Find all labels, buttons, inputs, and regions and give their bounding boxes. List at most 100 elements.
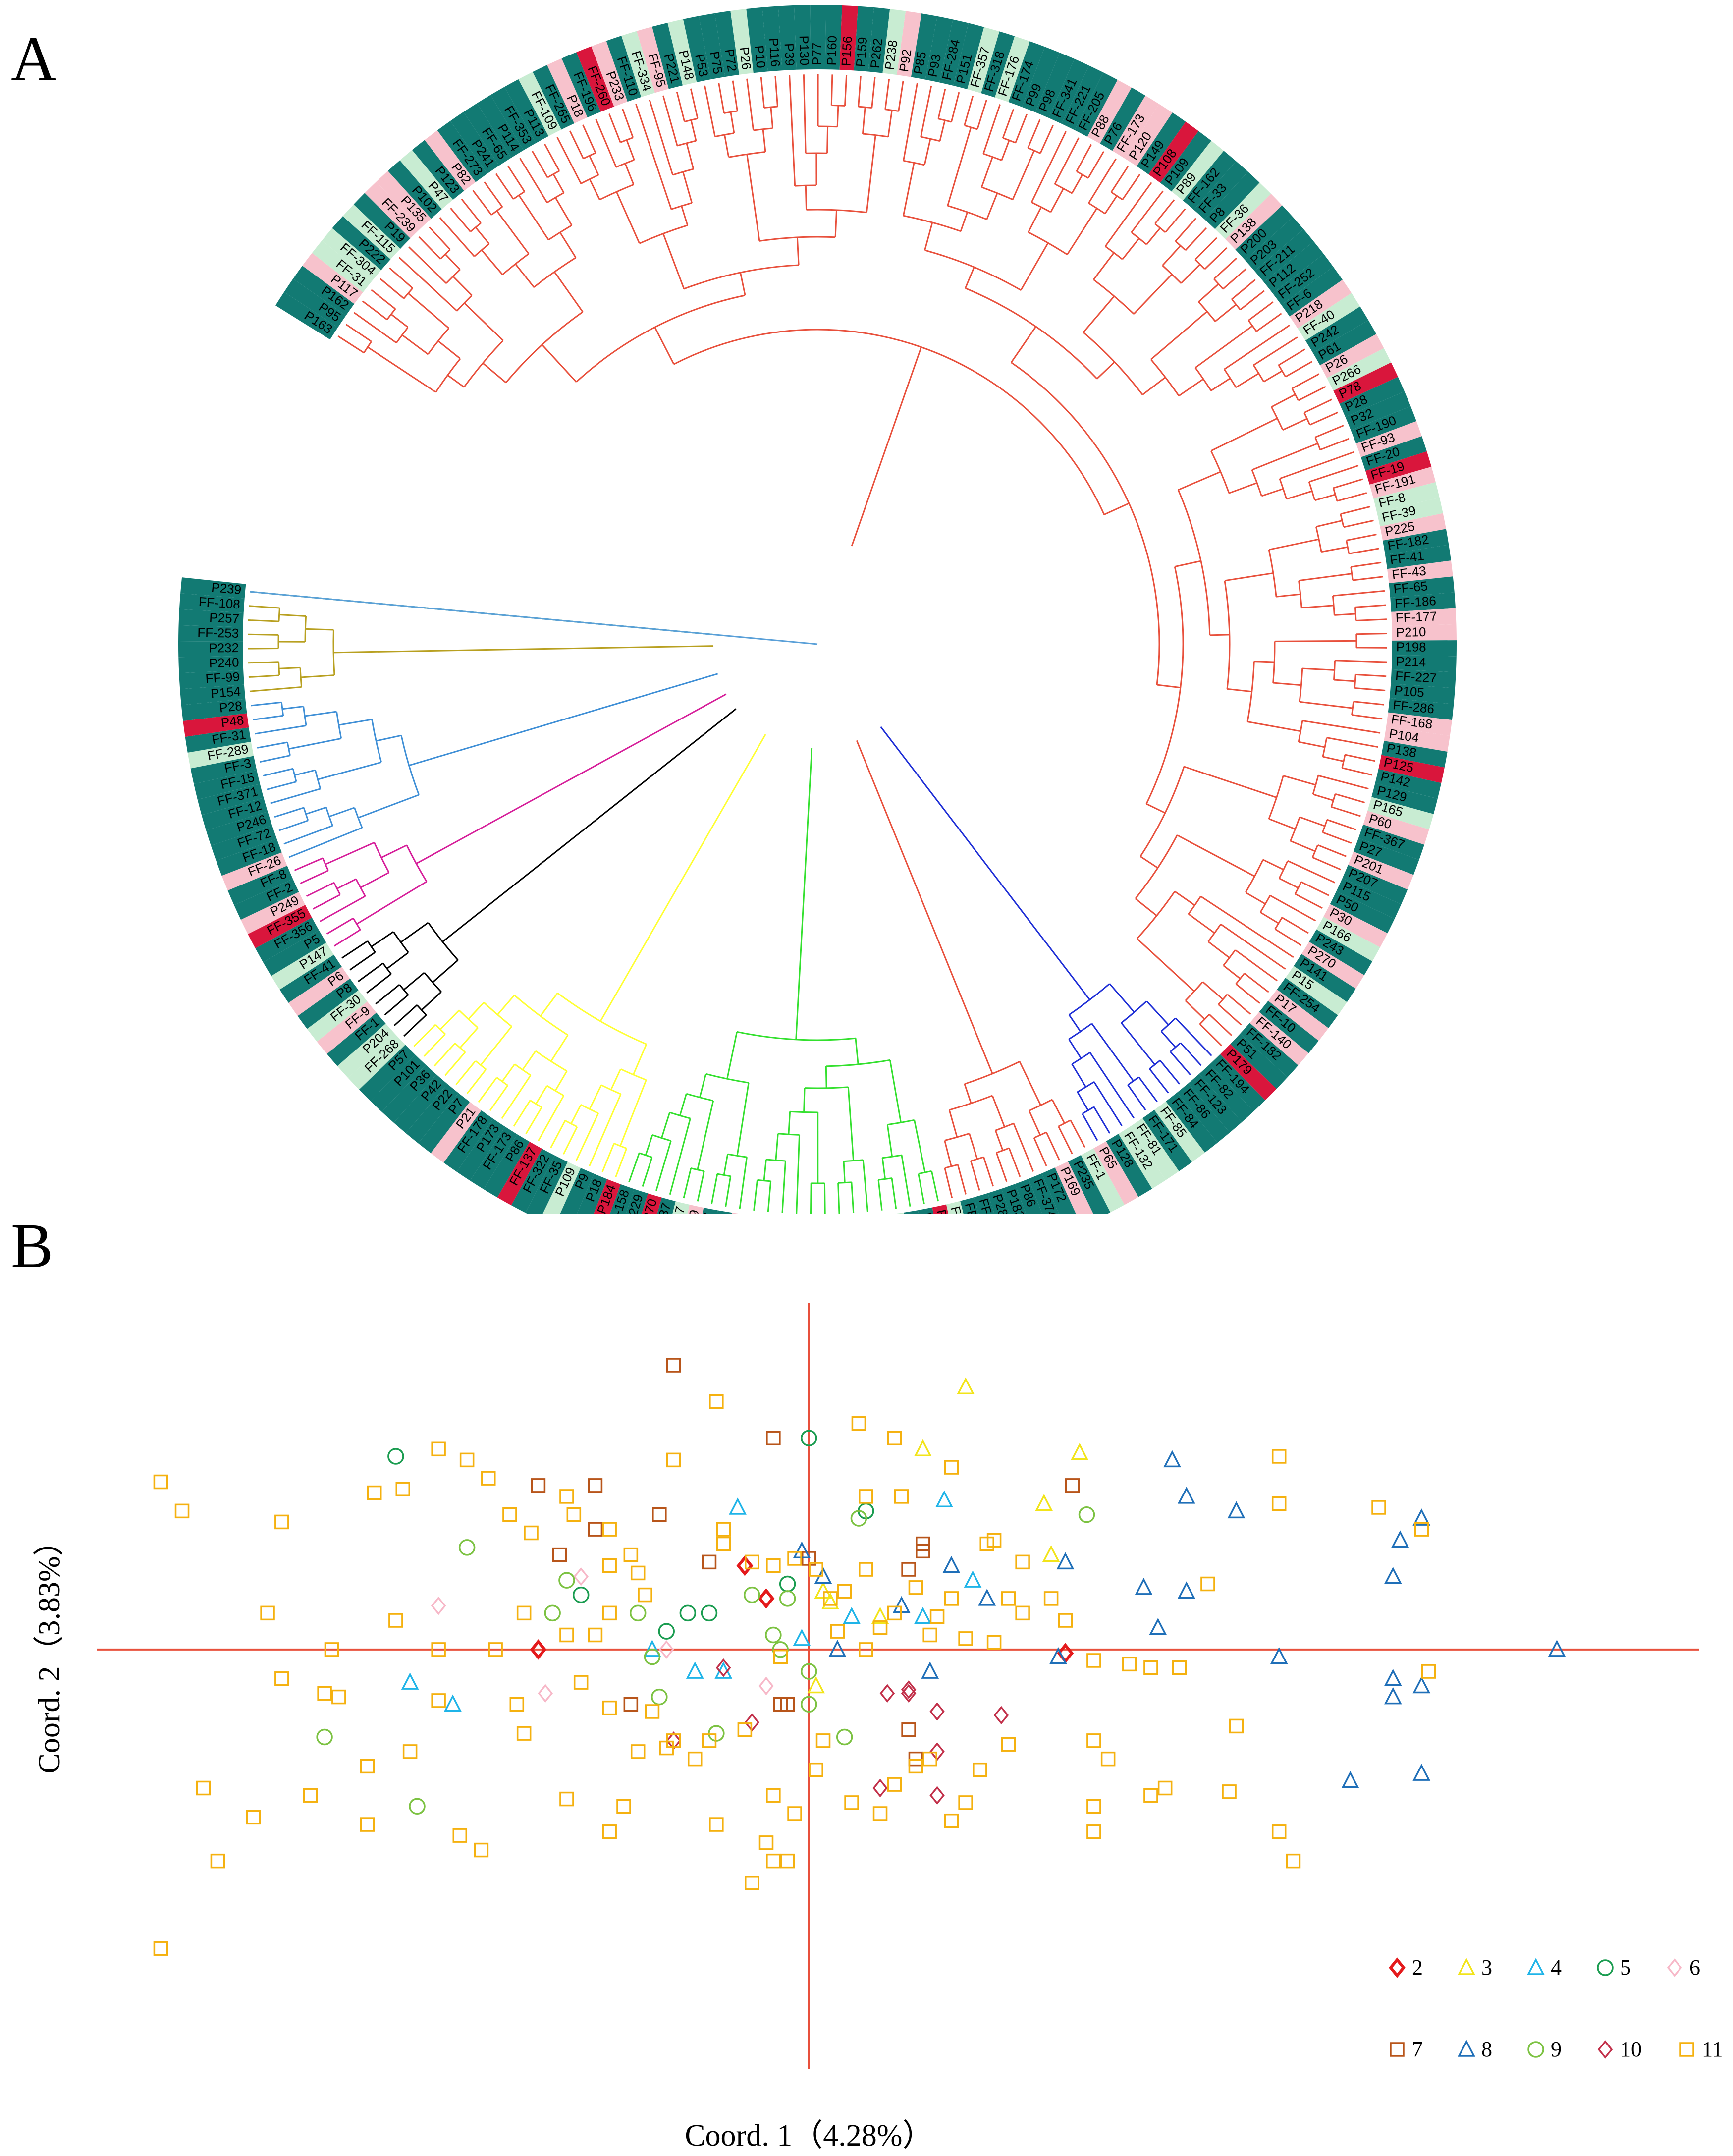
- dendrogram-branch: [1177, 834, 1255, 877]
- leaf-label-background: [1215, 182, 1271, 239]
- dendrogram-branch: [976, 100, 987, 130]
- dendrogram-arc: [1251, 469, 1262, 497]
- leaf-label-background: [450, 111, 499, 174]
- leaf-label-background: [1391, 669, 1456, 688]
- dendrogram-branch: [697, 1171, 705, 1202]
- scatter-point: [844, 1795, 859, 1810]
- scatter-point: [260, 1605, 275, 1621]
- scatter-point: [859, 1489, 873, 1504]
- dendrogram-arc: [652, 1134, 671, 1142]
- dendrogram-arc: [335, 711, 342, 739]
- scatter-point: [402, 1744, 418, 1759]
- scatter-point: [716, 1522, 731, 1537]
- legend-label: 9: [1551, 2037, 1562, 2061]
- scatter-point: [871, 1606, 889, 1624]
- dendrogram-arc: [918, 1170, 932, 1175]
- scatter-point: [744, 1586, 760, 1603]
- scatter-point: [324, 1642, 339, 1657]
- dendrogram-branch: [360, 872, 389, 888]
- scatter-point: [830, 1624, 845, 1639]
- leaf-label-background: [1378, 755, 1445, 783]
- dendrogram-arc: [601, 1084, 621, 1095]
- scatter-point: [957, 1377, 975, 1394]
- scatter-point: [1043, 1591, 1059, 1606]
- dendrogram-branch: [923, 138, 931, 166]
- dendrogram-branch: [570, 1104, 582, 1124]
- dendrogram-branch: [513, 1100, 531, 1127]
- dendrogram-branch: [464, 302, 504, 341]
- dendrogram-branch: [1156, 684, 1181, 689]
- scatter-point: [1384, 1668, 1402, 1686]
- leaf-label-background: [810, 4, 826, 70]
- scatter-point: [736, 1555, 754, 1576]
- leaf-label: P217: [696, 1211, 716, 1214]
- scatter-point: [914, 1606, 932, 1624]
- leaf-label-background: [1339, 377, 1405, 417]
- dendrogram-branch: [774, 76, 778, 107]
- dendrogram-arc: [971, 1156, 984, 1162]
- dendrogram-branch: [326, 917, 354, 935]
- scatter-point: [1177, 1487, 1195, 1504]
- dendrogram-branch: [788, 1111, 791, 1135]
- dendrogram-branch: [1066, 208, 1098, 255]
- scatter-point: [502, 1507, 517, 1522]
- dendrogram-branch: [1251, 442, 1318, 471]
- dendrogram-branch: [1261, 488, 1284, 497]
- scatter-point: [153, 1474, 168, 1490]
- dendrogram-branch: [1337, 492, 1367, 502]
- dendrogram-branch: [1199, 1023, 1223, 1047]
- scatter-point: [1078, 1506, 1095, 1523]
- scatter-point: [409, 1798, 426, 1815]
- leaf-label-background: [672, 1201, 690, 1214]
- dendrogram-arc: [1268, 549, 1277, 597]
- dendrogram-arc: [1350, 566, 1354, 581]
- leaf-label-background: [714, 11, 740, 77]
- dendrogram-branch: [661, 1112, 671, 1138]
- dendrogram-branch: [475, 226, 490, 245]
- scatter-point: [929, 1609, 945, 1624]
- dendrogram-branch: [288, 827, 363, 858]
- dendrogram-arc: [1029, 1099, 1053, 1111]
- dendrogram-branch: [569, 130, 584, 159]
- leaf-label: P257: [209, 610, 240, 626]
- dendrogram-branch: [1299, 816, 1325, 827]
- legend-item: 11: [1679, 2037, 1723, 2061]
- dendrogram-branch: [1051, 1099, 1065, 1124]
- scatter-point: [1271, 1496, 1287, 1511]
- dendrogram-arc: [454, 1043, 466, 1053]
- dendrogram-branch: [389, 267, 413, 289]
- dendrogram-branch: [1162, 245, 1181, 266]
- dendrogram-branch: [582, 124, 596, 154]
- leaf-label-ring: P163P95P162P117FF-31FF-304P222FF-115P19F…: [178, 4, 1457, 1214]
- leaf-label-background: [1001, 1184, 1027, 1214]
- scatter-point: [872, 1806, 888, 1821]
- dendrogram-branch: [964, 1084, 972, 1104]
- scatter-point: [773, 1697, 788, 1712]
- dendrogram-branch: [1020, 242, 1049, 291]
- dendrogram-branch: [575, 1113, 599, 1161]
- dendrogram-arc: [903, 160, 925, 166]
- leaf-label-background: [730, 9, 754, 75]
- scatter-point: [573, 1567, 589, 1586]
- scatter-point: [1035, 1493, 1053, 1511]
- dendrogram-branch: [589, 155, 599, 175]
- dendrogram-branch: [1312, 856, 1341, 871]
- leaf-label: P160: [824, 35, 840, 65]
- dendrogram-branch: [515, 263, 535, 288]
- scatter-point: [588, 1478, 603, 1493]
- dendrogram-branch: [763, 1159, 767, 1181]
- scatter-point: [452, 1828, 468, 1843]
- dendrogram-arc: [535, 1050, 567, 1072]
- dendrogram-arc: [1315, 526, 1322, 552]
- leaf-label-background: [255, 917, 319, 962]
- dendrogram-trunk: [442, 708, 737, 942]
- dendrogram-branch: [767, 1181, 772, 1212]
- dendrogram-branch: [1282, 418, 1307, 431]
- leaf-label-background: [359, 1045, 416, 1101]
- dendrogram-branch: [1160, 1031, 1176, 1048]
- leaf-label-background: [621, 31, 655, 97]
- scatter-point: [766, 1788, 781, 1803]
- leaf-label-background: [609, 1184, 635, 1214]
- legend-item: 6: [1667, 1955, 1700, 1980]
- dendrogram-branch: [1088, 158, 1117, 204]
